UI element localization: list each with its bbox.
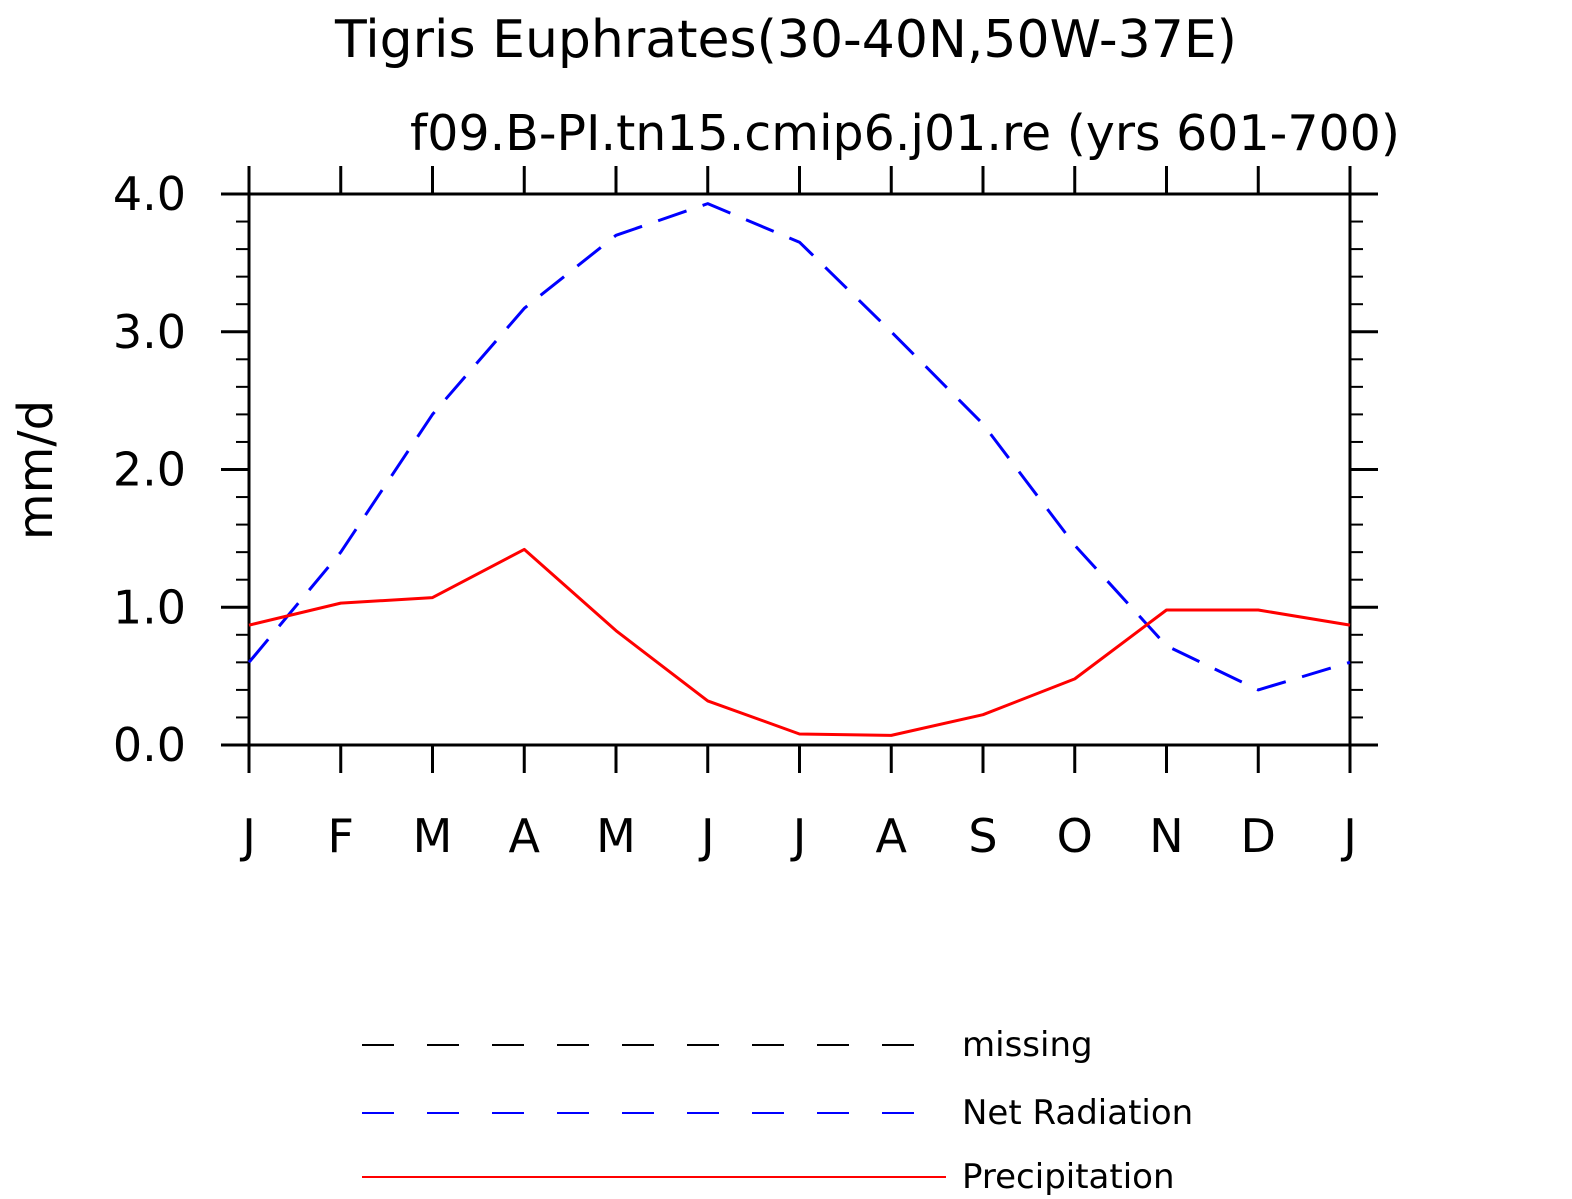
x-tick-label: N — [1149, 809, 1183, 863]
y-tick-label: 0.0 — [113, 718, 186, 772]
legend: missing Net Radiation Precipitation — [362, 1025, 1193, 1197]
x-tick-label: A — [876, 809, 908, 863]
series-lines — [247, 202, 1351, 737]
legend-label-missing: missing — [962, 1025, 1093, 1065]
y-tick-label: 3.0 — [113, 305, 186, 359]
x-tick-label: A — [509, 809, 541, 863]
axis-tick-labels: J F M A M J J A S O N D J 0.0 1.0 2.0 3.0 4.0 — [113, 167, 1357, 863]
x-tick-label: D — [1241, 809, 1276, 863]
plot-frame — [247, 192, 1352, 747]
y-axis-label: mm/d — [8, 400, 64, 540]
x-tick-label: J — [239, 809, 256, 863]
series-line-net-radiation — [247, 202, 1351, 692]
y-tick-label: 2.0 — [113, 443, 186, 497]
axis-ticks — [221, 166, 1378, 773]
chart-title: Tigris Euphrates(30-40N,50W-37E) — [334, 10, 1237, 70]
series-line-precipitation — [248, 547, 1351, 737]
legend-label-net-radiation: Net Radiation — [962, 1093, 1193, 1133]
y-tick-label: 1.0 — [113, 580, 186, 634]
x-tick-label: O — [1057, 809, 1093, 863]
x-tick-label: J — [1340, 809, 1357, 863]
x-tick-label: M — [413, 809, 453, 863]
x-tick-label: M — [596, 809, 636, 863]
legend-label-precipitation: Precipitation — [962, 1157, 1175, 1197]
chart-subtitle: f09.B-PI.tn15.cmip6.j01.re (yrs 601-700) — [410, 105, 1400, 162]
x-tick-label: J — [790, 809, 807, 863]
x-tick-label: F — [328, 809, 354, 863]
x-tick-label: J — [698, 809, 715, 863]
x-tick-label: S — [968, 809, 997, 863]
y-tick-label: 4.0 — [113, 167, 186, 221]
